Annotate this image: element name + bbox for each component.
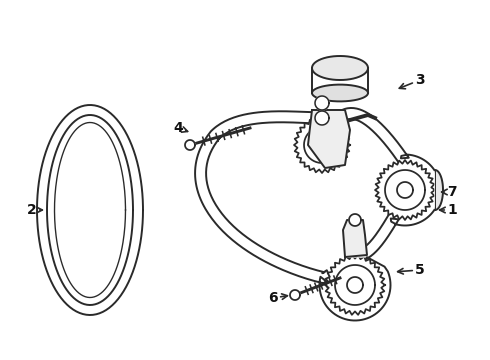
- Polygon shape: [312, 56, 368, 80]
- Polygon shape: [308, 110, 350, 168]
- Polygon shape: [290, 290, 300, 300]
- Text: 1: 1: [440, 203, 457, 217]
- Text: 7: 7: [441, 185, 457, 199]
- Polygon shape: [343, 220, 367, 257]
- Text: 3: 3: [399, 73, 425, 89]
- Polygon shape: [435, 170, 443, 210]
- Circle shape: [315, 111, 329, 125]
- Polygon shape: [312, 85, 368, 102]
- Text: 4: 4: [173, 121, 188, 135]
- Text: 5: 5: [397, 263, 425, 277]
- Polygon shape: [185, 140, 195, 150]
- Circle shape: [349, 214, 361, 226]
- Polygon shape: [375, 160, 435, 220]
- Text: 2: 2: [27, 203, 42, 217]
- Text: 6: 6: [268, 291, 288, 305]
- Circle shape: [315, 96, 329, 110]
- Polygon shape: [325, 255, 385, 315]
- Polygon shape: [294, 117, 350, 173]
